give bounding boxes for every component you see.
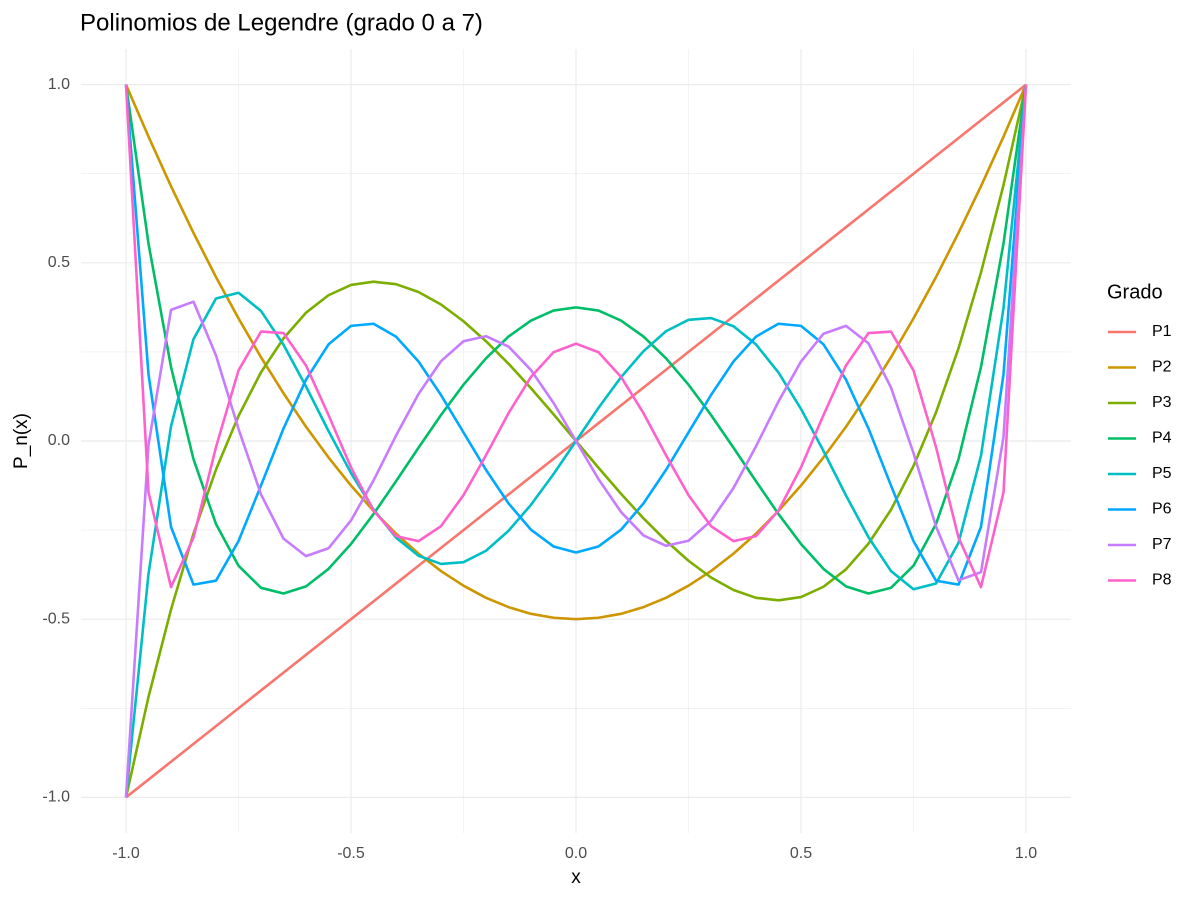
x-tick-label: 0.0 — [565, 845, 587, 862]
series-line — [124, 84, 1028, 595]
x-axis-label: x — [571, 867, 581, 888]
y-tick-label: -1.0 — [42, 789, 70, 806]
y-tick-label: 0.5 — [48, 254, 70, 271]
legend-title: Grado — [1107, 281, 1163, 303]
y-axis-label: P_n(x) — [11, 413, 32, 469]
y-tick-label: 0.0 — [48, 432, 70, 449]
legend-label: P7 — [1152, 536, 1172, 553]
x-tick-label: -0.5 — [337, 845, 365, 862]
series-line — [124, 84, 1028, 798]
y-tick-label: -0.5 — [42, 610, 70, 627]
legend-label: P2 — [1152, 359, 1172, 376]
series-line — [124, 84, 1028, 621]
y-tick-label: 1.0 — [48, 76, 70, 93]
legend-label: P6 — [1152, 501, 1172, 518]
legend-label: P8 — [1152, 572, 1172, 589]
chart-title: Polinomios de Legendre (grado 0 a 7) — [80, 9, 483, 36]
series-line — [124, 84, 1028, 586]
legend-label: P4 — [1152, 430, 1172, 447]
x-tick-label: 0.5 — [790, 845, 812, 862]
series-line — [124, 84, 1028, 589]
legend-label: P3 — [1152, 394, 1172, 411]
x-tick-label: 1.0 — [1015, 845, 1037, 862]
legend-label: P1 — [1152, 323, 1172, 340]
x-tick-label: -1.0 — [112, 845, 140, 862]
legend-label: P5 — [1152, 465, 1172, 482]
